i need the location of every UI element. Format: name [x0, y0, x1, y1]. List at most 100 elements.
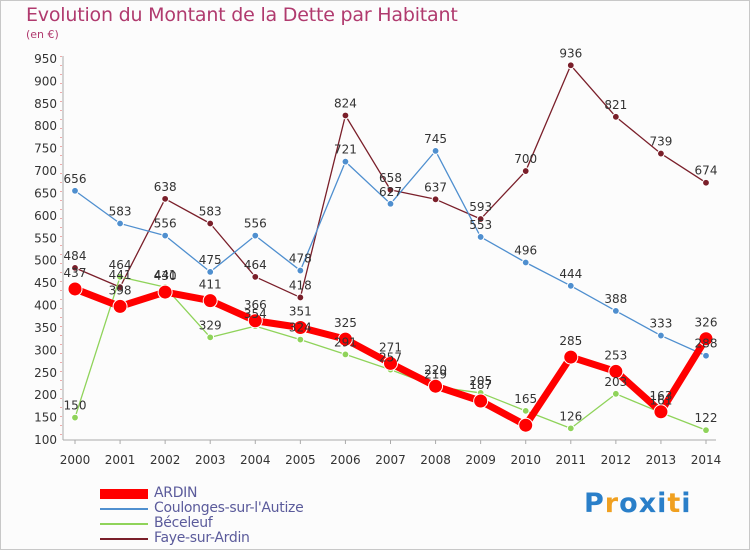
- data-label: 163: [649, 389, 672, 403]
- data-label: 721: [334, 143, 357, 157]
- y-tick-label: 800: [34, 119, 57, 133]
- data-point: [521, 406, 530, 415]
- data-label: 257: [379, 351, 402, 365]
- x-tick-label: 2010: [510, 453, 541, 467]
- x-tick-label: 2014: [691, 453, 722, 467]
- data-point: [341, 157, 350, 166]
- data-point: [608, 363, 624, 379]
- data-label: 418: [289, 278, 312, 292]
- x-tick-label: 2003: [195, 453, 226, 467]
- data-label: 464: [109, 258, 132, 272]
- proxiti-logo: Proxiti: [584, 488, 692, 519]
- data-label: 475: [199, 253, 222, 267]
- logo-letter: r: [604, 488, 620, 519]
- data-label: 205: [469, 374, 492, 388]
- data-label: 556: [154, 217, 177, 231]
- data-label: 739: [649, 135, 672, 149]
- data-point: [206, 268, 215, 276]
- data-point: [292, 319, 308, 335]
- data-label: 285: [559, 334, 582, 348]
- data-label: 253: [604, 348, 627, 362]
- y-tick-label: 700: [34, 164, 57, 178]
- data-label: 821: [604, 98, 627, 112]
- y-tick-label: 650: [34, 186, 57, 200]
- data-point: [653, 404, 669, 420]
- data-point: [563, 349, 579, 365]
- data-label: 122: [695, 411, 718, 425]
- data-point: [383, 355, 398, 371]
- data-label: 288: [695, 337, 718, 351]
- data-point: [71, 413, 79, 422]
- x-tick-label: 2011: [556, 453, 587, 467]
- legend-swatch-beceleuf: [100, 523, 148, 525]
- y-tick-label: 100: [34, 433, 57, 447]
- data-point: [518, 417, 534, 433]
- data-label: 165: [514, 392, 537, 406]
- x-tick-label: 2013: [646, 453, 677, 467]
- data-point: [566, 281, 575, 290]
- data-point: [206, 333, 215, 342]
- data-point: [657, 331, 665, 340]
- y-tick-label: 200: [34, 388, 57, 402]
- data-label: 441: [109, 268, 132, 282]
- x-tick-label: 2001: [105, 453, 136, 467]
- data-label: 324: [289, 321, 312, 335]
- data-label: 271: [379, 340, 402, 354]
- y-tick-label: 500: [34, 254, 57, 268]
- data-point: [657, 149, 665, 158]
- data-point: [161, 231, 170, 240]
- x-tick-label: 2005: [285, 453, 316, 467]
- data-point: [116, 219, 124, 228]
- data-point: [247, 313, 263, 329]
- y-tick-label: 300: [34, 343, 57, 357]
- chart-title: Evolution du Montant de la Dette par Hab…: [26, 4, 458, 26]
- data-point: [521, 167, 530, 175]
- y-tick-label: 850: [34, 97, 57, 111]
- data-label: 333: [649, 317, 672, 331]
- data-point: [473, 393, 489, 409]
- logo-letter: i: [681, 488, 692, 519]
- data-label: 161: [649, 394, 672, 408]
- data-label: 478: [289, 252, 312, 266]
- data-point: [386, 199, 395, 208]
- data-label: 593: [469, 200, 492, 214]
- data-point: [112, 298, 128, 314]
- x-tick-label: 2009: [465, 453, 496, 467]
- legend-swatch-coulonges: [100, 508, 148, 510]
- data-point: [386, 185, 395, 194]
- data-label: 444: [559, 267, 582, 281]
- legend-label-beceleuf: Béceleuf: [154, 515, 213, 531]
- data-point: [702, 426, 710, 435]
- x-tick-label: 2002: [150, 453, 181, 467]
- legend-swatch-faye: [100, 538, 148, 540]
- data-label: 674: [695, 164, 718, 178]
- data-point: [296, 335, 305, 344]
- legend-label-faye: Faye-sur-Ardin: [154, 530, 250, 546]
- data-point: [521, 258, 530, 267]
- data-label: 556: [244, 217, 267, 231]
- x-tick-label: 2000: [60, 453, 91, 467]
- data-label: 700: [514, 152, 537, 166]
- data-label: 745: [424, 132, 447, 146]
- data-point: [611, 307, 620, 315]
- data-label: 351: [289, 304, 312, 318]
- data-label: 437: [64, 266, 87, 280]
- data-point: [116, 272, 124, 281]
- y-tick-label: 600: [34, 209, 57, 223]
- data-label: 291: [334, 335, 357, 349]
- data-point: [296, 266, 305, 275]
- data-label: 398: [109, 283, 132, 297]
- data-point: [476, 233, 485, 241]
- data-label: 583: [199, 205, 222, 219]
- y-tick-label: 950: [34, 52, 57, 66]
- data-label: 126: [559, 409, 582, 423]
- x-tick-label: 2012: [601, 453, 632, 467]
- logo-letter: o: [619, 488, 639, 519]
- data-point: [337, 331, 353, 347]
- data-point: [251, 272, 260, 281]
- x-tick-label: 2006: [330, 453, 361, 467]
- data-label: 824: [334, 96, 357, 110]
- data-point: [71, 186, 79, 195]
- data-label: 936: [559, 46, 582, 60]
- y-tick-label: 350: [34, 321, 57, 335]
